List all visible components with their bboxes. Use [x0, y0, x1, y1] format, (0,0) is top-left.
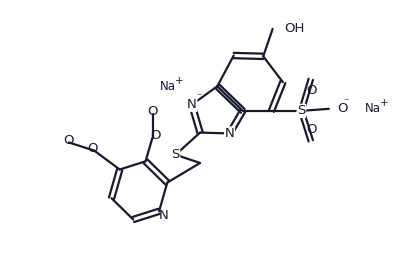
Text: N: N — [187, 98, 196, 111]
Text: N: N — [224, 127, 234, 140]
Text: O: O — [306, 123, 316, 136]
Text: O: O — [147, 105, 157, 118]
Text: O: O — [306, 84, 316, 97]
Text: N: N — [158, 209, 168, 222]
Text: S: S — [171, 148, 179, 161]
Text: ⁻: ⁻ — [196, 92, 202, 102]
Text: +: + — [379, 98, 388, 108]
Text: Na: Na — [364, 102, 380, 115]
Text: +: + — [175, 76, 184, 85]
Text: O: O — [63, 134, 74, 147]
Text: O: O — [336, 102, 347, 115]
Text: O: O — [150, 129, 161, 142]
Text: OH: OH — [283, 22, 304, 35]
Text: S: S — [297, 104, 305, 117]
Text: O: O — [87, 142, 97, 155]
Text: Na: Na — [160, 80, 176, 93]
Text: ⁻: ⁻ — [342, 98, 348, 108]
